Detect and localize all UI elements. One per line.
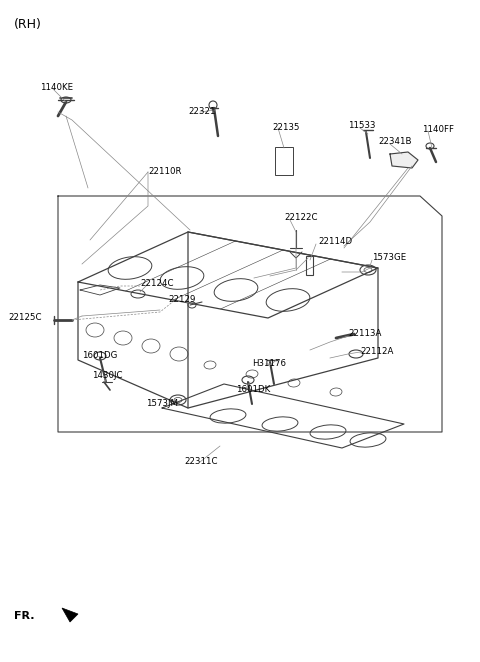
Text: 22113A: 22113A (348, 330, 382, 338)
Text: 1601DG: 1601DG (82, 352, 118, 361)
Text: 22129: 22129 (168, 295, 195, 305)
Polygon shape (390, 152, 418, 168)
Text: 1140KE: 1140KE (40, 83, 73, 93)
Text: 22124C: 22124C (140, 279, 173, 289)
Text: 22114D: 22114D (318, 238, 352, 246)
Text: 22122C: 22122C (284, 214, 317, 222)
Text: 22321: 22321 (188, 107, 216, 117)
Text: H31176: H31176 (252, 359, 286, 369)
Polygon shape (62, 608, 78, 622)
Text: 11533: 11533 (348, 122, 375, 130)
Text: 1573GE: 1573GE (372, 254, 406, 263)
Text: 1430JC: 1430JC (92, 371, 122, 381)
Text: FR.: FR. (14, 611, 35, 621)
Text: 22135: 22135 (272, 124, 300, 132)
Text: 22341B: 22341B (378, 138, 411, 146)
Text: 1573JM: 1573JM (146, 399, 178, 408)
Text: 1140FF: 1140FF (422, 126, 454, 134)
Text: 22110R: 22110R (148, 167, 181, 177)
Text: 22112A: 22112A (360, 348, 394, 357)
Text: 1601DK: 1601DK (236, 385, 270, 395)
Text: 22311C: 22311C (184, 457, 217, 467)
Text: 22125C: 22125C (8, 314, 41, 322)
Text: (RH): (RH) (14, 18, 42, 31)
